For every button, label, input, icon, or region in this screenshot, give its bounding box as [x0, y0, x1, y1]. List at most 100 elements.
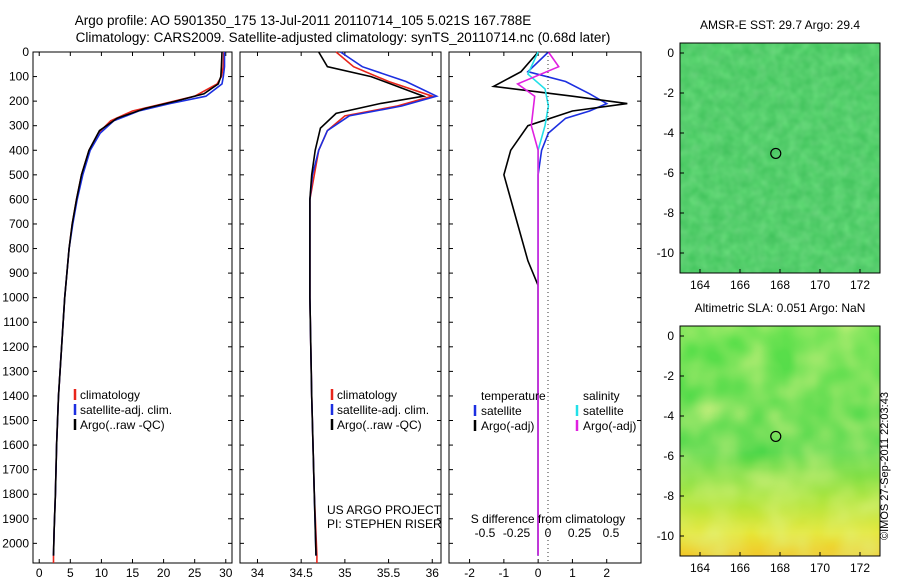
temperature-axes-box	[32, 51, 233, 564]
map-ytick-label: -6	[663, 166, 674, 180]
temperature-panel: 0100200300400500600700800900100011001200…	[2, 45, 232, 580]
temperature-legend-label: climatology	[80, 388, 140, 402]
map-ytick-label: -4	[663, 409, 674, 423]
difference-series-line	[491, 51, 628, 556]
depth-tick-label: 600	[9, 192, 29, 206]
project-annotation: US ARGO PROJECT	[327, 503, 442, 517]
salinity-xtick-label: 34	[251, 566, 265, 580]
difference-xtick-label: -1	[499, 566, 510, 580]
temperature-xtick-label: 20	[157, 566, 171, 580]
depth-tick-label: 1300	[2, 364, 29, 378]
sla-texture	[680, 326, 880, 556]
difference-xtick-label: 2	[603, 566, 610, 580]
salinity-legend-label: climatology	[337, 388, 397, 402]
map-title: AMSR-E SST: 29.7 Argo: 29.4	[700, 18, 860, 32]
depth-tick-label: 1100	[3, 315, 29, 329]
project-annotation: PI: STEPHEN RISER	[327, 517, 442, 531]
map-xtick-label: 172	[850, 278, 870, 292]
temperature-xtick-label: 25	[188, 566, 202, 580]
map-ytick-label: -8	[663, 206, 674, 220]
map-xtick-label: 172	[850, 561, 870, 575]
difference-panel: -2-1012T difference from climatologytemp…	[448, 51, 642, 580]
map-ytick-label: -10	[657, 246, 675, 260]
diff-xtick2-label: 0.25	[568, 526, 592, 540]
depth-tick-label: 400	[9, 143, 29, 157]
depth-tick-label: 1000	[2, 291, 29, 305]
diff-legend-label: Argo(-adj)	[481, 419, 534, 433]
diff-xtick2-label: -0.5	[475, 526, 496, 540]
depth-tick-label: 200	[9, 94, 29, 108]
salinity-xtick-label: 34.5	[289, 566, 313, 580]
depth-tick-label: 800	[9, 242, 29, 256]
depth-tick-label: 1400	[2, 389, 29, 403]
temperature-xtick-label: 0	[36, 566, 43, 580]
temperature-series-line	[52, 51, 223, 556]
depth-tick-label: 1600	[2, 438, 29, 452]
diff-xlabel2: S difference from climatology	[471, 512, 626, 526]
sla-map-panel: Altimetric SLA: 0.051 Argo: NaN 164 166 168…	[657, 301, 881, 575]
map-ytick-label: -6	[663, 449, 674, 463]
sst-texture	[680, 43, 880, 273]
depth-tick-label: 300	[9, 119, 29, 133]
depth-tick-label: 100	[9, 70, 29, 84]
difference-series-line	[526, 51, 609, 556]
temperature-xtick-label: 5	[67, 566, 74, 580]
figure-title-line2: Climatology: CARS2009. Satellite-adjuste…	[76, 30, 611, 45]
depth-tick-label: 1800	[2, 487, 29, 501]
diff-xtick2-label: 0.5	[603, 526, 620, 540]
map-title: Altimetric SLA: 0.051 Argo: NaN	[695, 301, 866, 315]
depth-tick-label: 2000	[2, 536, 29, 550]
map-xtick-label: 166	[730, 561, 750, 575]
map-ytick-label: -2	[663, 369, 674, 383]
temperature-series-line	[52, 52, 226, 556]
argo-location-marker	[770, 430, 782, 443]
diff-legend-label: satellite	[583, 404, 624, 418]
difference-xtick-label: -2	[464, 566, 475, 580]
difference-axes-box	[448, 51, 642, 564]
salinity-series-line	[309, 51, 436, 563]
map-ytick-label: 0	[667, 46, 674, 60]
diff-legend-label: Argo(-adj)	[583, 419, 636, 433]
map-ytick-label: -4	[663, 126, 674, 140]
salinity-series-line	[309, 51, 427, 556]
argo-location-marker	[770, 147, 782, 160]
salinity-series-line	[309, 51, 439, 556]
depth-tick-label: 500	[9, 168, 29, 182]
depth-tick-label: 1200	[2, 340, 29, 354]
map-xtick-label: 168	[770, 278, 790, 292]
map-xtick-label: 170	[810, 278, 830, 292]
map-ytick-label: -8	[663, 489, 674, 503]
depth-tick-label: 0	[22, 45, 29, 59]
diff-legend-label: satellite	[481, 404, 522, 418]
difference-xtick-label: 0	[535, 566, 542, 580]
temperature-xtick-label: 15	[126, 566, 140, 580]
map-xtick-label: 168	[770, 561, 790, 575]
figure-title-line1: Argo profile: AO 5901350_175 13-Jul-2011…	[75, 13, 532, 28]
diff-xtick2-label: -0.25	[503, 526, 531, 540]
salinity-axes-box	[239, 51, 442, 564]
map-xtick-label: 164	[690, 561, 710, 575]
salinity-legend-label: satellite-adj. clim.	[337, 403, 429, 417]
diff-legend-header: salinity	[583, 389, 620, 403]
difference-xtick-label: 1	[569, 566, 576, 580]
depth-tick-label: 1700	[2, 463, 29, 477]
map-ytick-label: -10	[657, 529, 675, 543]
diff-legend-header: temperature	[481, 389, 546, 403]
temperature-series-line	[52, 51, 225, 563]
depth-tick-label: 700	[9, 217, 29, 231]
salinity-legend-label: Argo(..raw -QC)	[337, 418, 422, 432]
temperature-legend-label: satellite-adj. clim.	[80, 403, 172, 417]
salinity-xtick-label: 35.5	[377, 566, 401, 580]
depth-tick-label: 1500	[2, 414, 29, 428]
map-xtick-label: 164	[690, 278, 710, 292]
salinity-panel: 3434.53535.536salinityclimatologysatelli…	[239, 51, 442, 580]
map-xtick-label: 170	[810, 561, 830, 575]
salinity-xtick-label: 36	[426, 566, 440, 580]
map-xtick-label: 166	[730, 278, 750, 292]
temperature-xtick-label: 10	[95, 566, 109, 580]
map-ytick-label: 0	[667, 329, 674, 343]
sst-map-panel: AMSR-E SST: 29.7 Argo: 29.4 164 166 168 170 1…	[657, 18, 881, 292]
difference-series-line	[515, 51, 560, 556]
depth-tick-label: 900	[9, 266, 29, 280]
